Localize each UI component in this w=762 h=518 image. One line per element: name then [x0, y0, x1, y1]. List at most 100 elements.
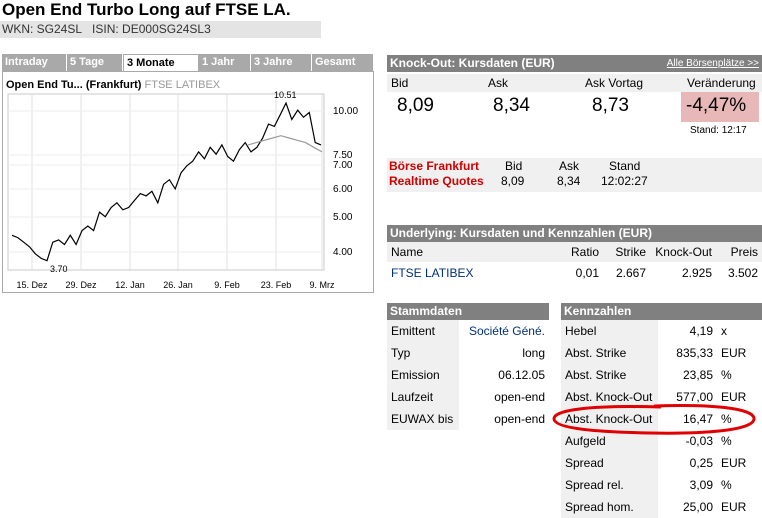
y-tick-label: 4.00 [333, 247, 353, 258]
kenn-label: Spread [561, 452, 658, 474]
y-tick-label: 6.00 [333, 184, 353, 195]
col-strike: Strike [615, 245, 646, 259]
price-chart: 15. Dez 29. Dez 12. Jan 26. Jan 9. Feb 23. Fe… [7, 90, 358, 290]
kenn-label: Spread hom. [561, 496, 658, 518]
x-tick-label: 29. Dez [65, 280, 97, 290]
rt-stand-value: 12:02:27 [601, 174, 648, 188]
stamm-value: 06.12.05 [459, 364, 549, 386]
stamm-label: Emission [387, 364, 459, 386]
rt-bid-label: Bid [505, 159, 523, 173]
chart-title-name: Open End Tu... [6, 79, 83, 91]
change-box: -4,47% [681, 92, 759, 122]
x-tick-label: 9. Feb [214, 280, 240, 290]
stamm-row: Emittent Société Géné. [387, 320, 549, 342]
chart-box [2, 71, 374, 293]
change-value: -4,47% [686, 95, 747, 116]
series-line-main [11, 101, 322, 262]
kenn-unit: EUR [717, 452, 762, 474]
kenn-value: -0,03 [658, 430, 717, 452]
kenn-value: 23,85 [658, 364, 717, 386]
tab-gesamt[interactable]: Gesamt [312, 54, 374, 71]
page-title: Open End Turbo Long auf FTSE LA. [2, 0, 291, 19]
knockout-values: 8,09 8,34 8,73 -4,47% [387, 92, 762, 122]
kenn-value: 16,47 [658, 408, 717, 430]
x-tick-label: 26. Jan [163, 280, 193, 290]
y-tick-label: 5.00 [333, 212, 353, 223]
underlying-header: Underlying: Kursdaten und Kennzahlen (EU… [387, 225, 762, 242]
kennzahlen-header: Kennzahlen [561, 303, 762, 320]
kenn-label: Aufgeld [561, 430, 658, 452]
kenn-label: Abst. Strike [561, 364, 658, 386]
stamm-label: EUWAX bis [387, 408, 459, 430]
series-line-underlying [247, 135, 323, 153]
stamm-value: long [459, 342, 549, 364]
stamm-row: Laufzeit open-end [387, 386, 549, 408]
tab-intraday[interactable]: Intraday [2, 54, 67, 71]
stamm-value: open-end [459, 386, 549, 408]
kenn-unit: EUR [717, 342, 762, 364]
kenn-value: 4,19 [658, 320, 717, 342]
stammdaten-header: Stammdaten [387, 303, 549, 320]
rt-ask-label: Ask [559, 159, 580, 173]
kenn-row: Abst. Knock-Out 577,00 EUR [561, 386, 762, 408]
realtime-quotes-label: Realtime Quotes [389, 174, 484, 188]
underlying-columns: Name Ratio Strike Knock-Out Preis [387, 242, 762, 264]
col-name: Name [391, 245, 424, 259]
underlying-name-link[interactable]: FTSE LATIBEX [391, 266, 474, 280]
col-preis: Preis [730, 245, 758, 259]
x-tick-label: 15. Dez [16, 280, 48, 290]
kenn-label: Hebel [561, 320, 658, 342]
issuer-link[interactable]: Société Géné. [459, 320, 549, 342]
x-tick-label: 12. Jan [115, 280, 145, 290]
ask-value: 8,34 [493, 95, 530, 116]
stammdaten-table: Emittent Société Géné. Typ long Emission… [387, 320, 549, 430]
kenn-row: Spread 0,25 EUR [561, 452, 762, 474]
ask-label: Ask [488, 76, 509, 90]
tab-5-tage[interactable]: 5 Tage [67, 54, 123, 71]
chart-title-exchange: (Frankfurt) [85, 79, 142, 91]
kenn-row: Hebel 4,19 x [561, 320, 762, 342]
col-knockout: Knock-Out [655, 245, 712, 259]
chart-tabs: Intraday 5 Tage 3 Monate 1 Jahr 3 Jahre … [2, 54, 374, 71]
stamm-value: open-end [459, 408, 549, 430]
plot-frame [7, 93, 325, 271]
kenn-unit: % [717, 474, 762, 496]
y-tick-label: 7.50 [333, 150, 353, 161]
rt-stand-label: Stand [609, 159, 641, 173]
stamm-row: Emission 06.12.05 [387, 364, 549, 386]
kenn-row: Abst. Strike 835,33 EUR [561, 342, 762, 364]
knockout-header-title: Knock-Out: Kursdaten (EUR) [390, 56, 555, 70]
boerse-frankfurt-label: Börse Frankfurt [389, 159, 480, 173]
kenn-row: Aufgeld -0,03% [561, 430, 762, 452]
stamm-row: Typ long [387, 342, 549, 364]
highlight-circle [552, 404, 756, 435]
tab-3-jahre[interactable]: 3 Jahre [251, 54, 312, 71]
stamm-label: Laufzeit [387, 386, 459, 408]
kenn-label: Abst. Knock-Out [561, 408, 658, 430]
knockout-labels: Bid Ask Ask Vortag Veränderung [387, 74, 762, 92]
kenn-unit: x [717, 320, 762, 342]
bid-label: Bid [391, 76, 409, 90]
underlying-row: FTSE LATIBEX 0,01 2.667 2.925 3.502 [387, 264, 762, 284]
tab-1-jahr[interactable]: 1 Jahr [199, 54, 251, 71]
kenn-value: 3,09 [658, 474, 717, 496]
knockout-header: Knock-Out: Kursdaten (EUR) Alle Börsenpl… [387, 55, 762, 72]
bid-value: 8,09 [397, 95, 434, 116]
y-tick-label: 7.00 [333, 160, 353, 171]
chart-title-underlying: FTSE LATIBEX [144, 79, 221, 91]
kenn-label: Abst. Knock-Out [561, 386, 658, 408]
change-label: Veränderung [687, 76, 756, 90]
rt-bid-value: 8,09 [501, 174, 525, 188]
isin-label: ISIN: DE000SG24SL3 [92, 22, 211, 36]
kenn-unit: EUR [717, 496, 762, 518]
stamm-row: EUWAX bis open-end [387, 408, 549, 430]
tab-3-monate[interactable]: 3 Monate [123, 54, 199, 71]
x-tick-label: 9. Mrz [309, 280, 335, 290]
y-tick-label: 10.00 [333, 106, 358, 117]
underlying-knockout: 2.925 [681, 266, 712, 280]
kenn-unit: EUR [717, 386, 762, 408]
all-exchanges-link[interactable]: Alle Börsenplätze >> [666, 58, 759, 69]
knockout-stand: Stand: 12:17 [690, 125, 747, 136]
realtime-quotes: Börse Frankfurt Realtime Quotes Bid Ask … [387, 158, 762, 192]
x-tick-label: 23. Feb [261, 280, 292, 290]
